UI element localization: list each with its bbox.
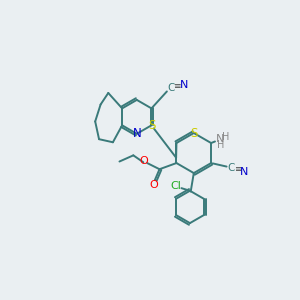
Text: N: N bbox=[132, 127, 141, 140]
Text: ≡: ≡ bbox=[234, 166, 241, 175]
Text: C: C bbox=[227, 164, 235, 173]
Text: N: N bbox=[240, 167, 248, 176]
Text: O: O bbox=[149, 180, 158, 190]
Text: N: N bbox=[180, 80, 188, 89]
Text: Cl: Cl bbox=[171, 181, 182, 191]
Text: H: H bbox=[217, 140, 224, 150]
Text: C: C bbox=[167, 82, 174, 93]
Text: O: O bbox=[140, 156, 148, 166]
Text: S: S bbox=[190, 127, 197, 140]
Text: N: N bbox=[216, 134, 225, 144]
Text: H: H bbox=[222, 132, 230, 142]
Text: ≡: ≡ bbox=[173, 82, 181, 91]
Text: S: S bbox=[148, 119, 156, 132]
